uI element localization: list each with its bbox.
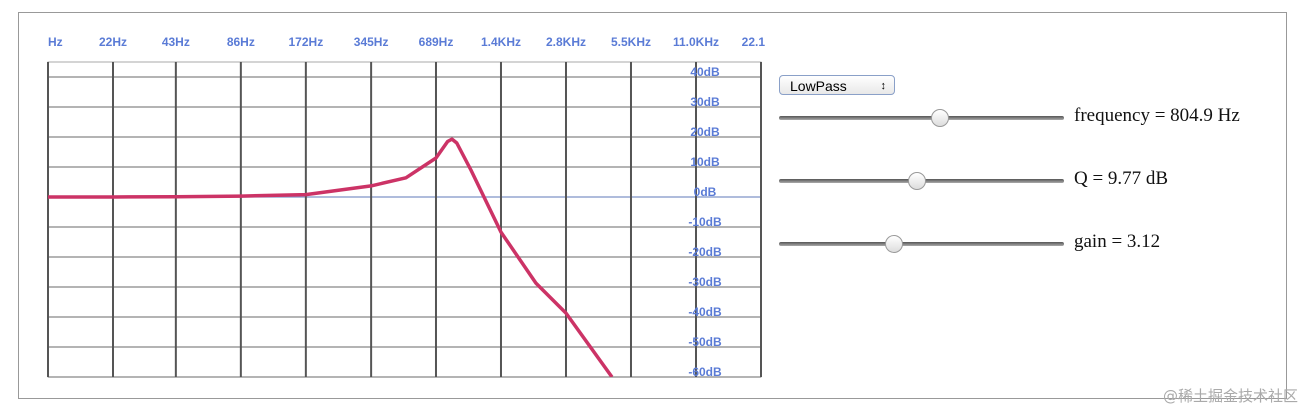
slider-label: Q = 9.77 dB <box>1074 168 1169 189</box>
y-tick-label: -60dB <box>688 365 722 379</box>
y-tick-label: -50dB <box>688 335 722 349</box>
x-tick-label: 5.5KHz <box>611 35 651 49</box>
x-tick-label: 86Hz <box>227 35 255 49</box>
x-tick-label: 22Hz <box>99 35 127 49</box>
y-tick-label: -20dB <box>688 245 722 259</box>
plot-area <box>47 61 762 378</box>
frame <box>18 12 1287 399</box>
x-tick-label: 11.0KHz <box>673 35 719 49</box>
watermark: @稀土掘金技术社区 <box>1162 387 1298 405</box>
x-tick-label: 172Hz <box>289 35 324 49</box>
slider-label: gain = 3.12 <box>1074 231 1161 252</box>
y-tick-label: 30dB <box>690 95 720 109</box>
x-tick-label: 689Hz <box>419 35 454 49</box>
x-tick-label: 1.4KHz <box>481 35 521 49</box>
x-tick-label: 345Hz <box>354 35 389 49</box>
chart: Hz 22Hz 43Hz 86Hz 172Hz 345Hz 689Hz 1.4KHz 2.8KH… <box>47 35 766 379</box>
slider-thumb[interactable] <box>908 172 926 190</box>
slider-thumb[interactable] <box>885 235 903 253</box>
response-curve <box>48 137 614 377</box>
filter-type-select[interactable]: LowPass <box>779 75 895 96</box>
slider-label: frequency = 804.9 Hz <box>1074 105 1240 126</box>
y-tick-label: 20dB <box>690 125 720 139</box>
x-tick-label: 2.8KHz <box>546 35 586 49</box>
y-tick-label: -40dB <box>688 305 722 319</box>
y-tick-label: -30dB <box>688 275 722 289</box>
y-tick-label: 0dB <box>694 185 717 199</box>
x-tick-label: 22.1 <box>742 35 766 49</box>
slider-track[interactable] <box>779 242 1064 246</box>
slider-thumb[interactable] <box>931 109 949 127</box>
y-tick-label: 40dB <box>690 65 720 79</box>
y-tick-label: -10dB <box>688 215 722 229</box>
x-tick-label: Hz <box>48 35 63 49</box>
slider-track[interactable] <box>779 116 1064 120</box>
x-tick-label: 43Hz <box>162 35 190 49</box>
y-tick-label: 10dB <box>690 155 720 169</box>
